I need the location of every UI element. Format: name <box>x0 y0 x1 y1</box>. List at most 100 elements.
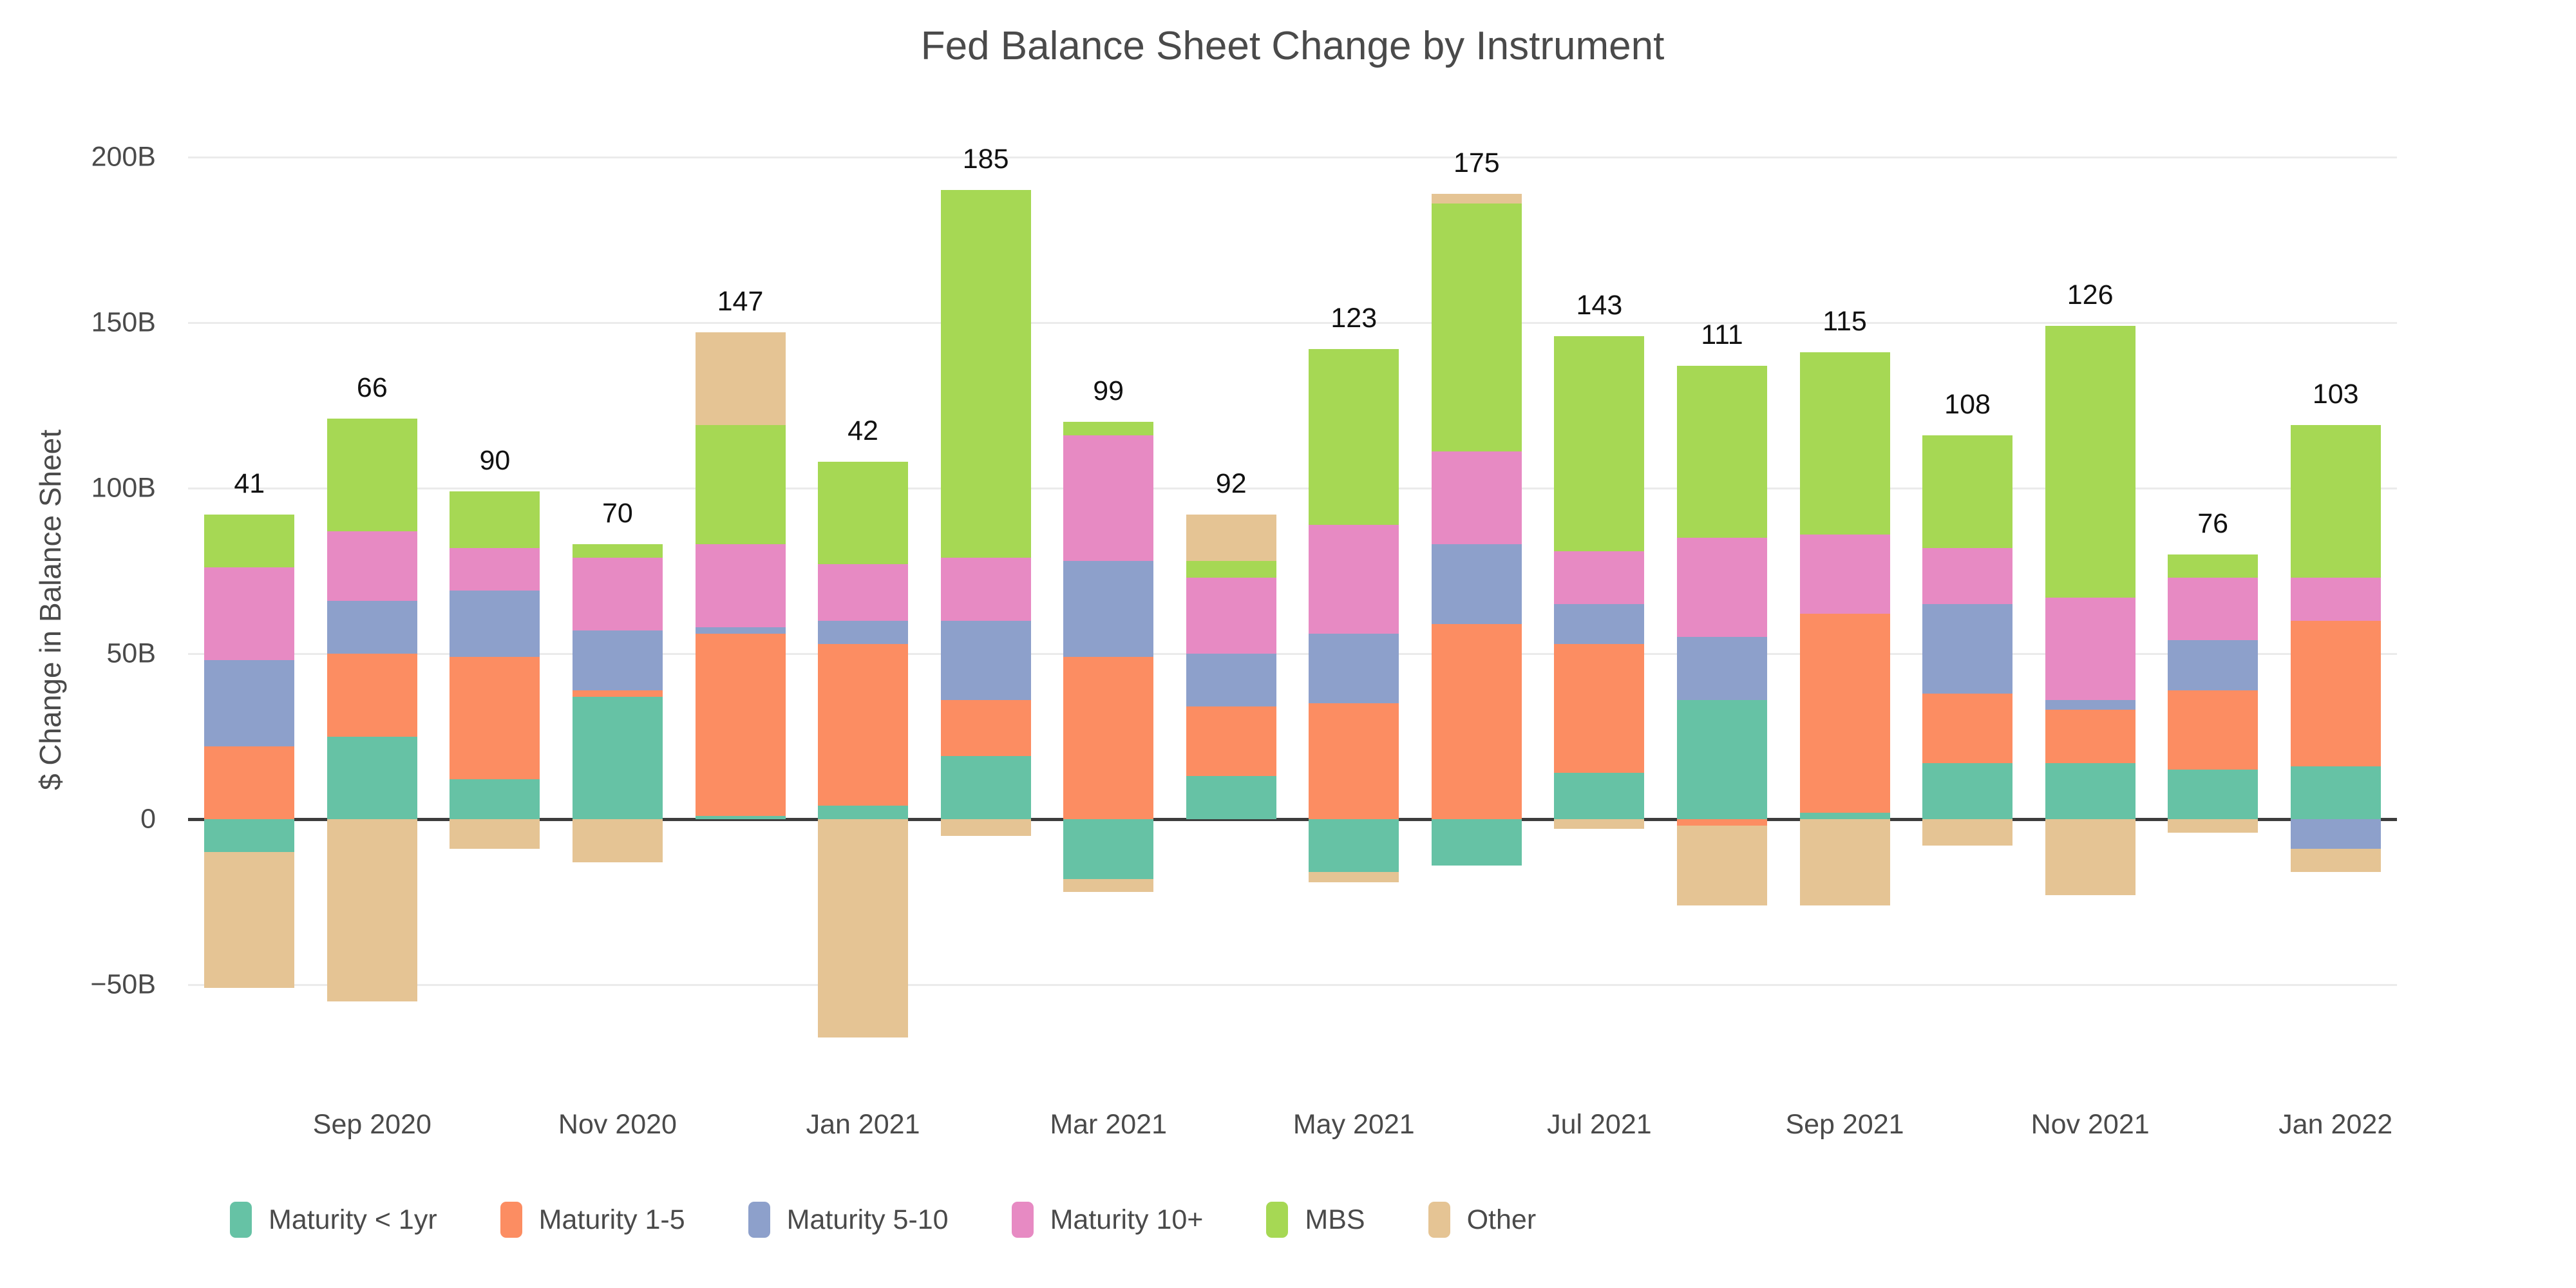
legend-item-mbs[interactable]: MBS <box>1266 1202 1365 1238</box>
bar-segment-dec-2020-maturity-10-[interactable] <box>695 544 786 627</box>
bar-segment-aug-2021-maturity-5-10[interactable] <box>1676 637 1767 700</box>
bar-segment-aug-2021-maturity-1-5[interactable] <box>1676 819 1767 826</box>
bar-segment-oct-2021-maturity-1yr[interactable] <box>1922 762 2013 819</box>
bar-segment-dec-2020-maturity-1yr[interactable] <box>695 815 786 819</box>
bar-segment-jan-2021-maturity-1-5[interactable] <box>818 643 909 806</box>
bar-segment-mar-2021-maturity-1-5[interactable] <box>1063 657 1154 819</box>
bar-segment-dec-2021-maturity-5-10[interactable] <box>2168 640 2259 690</box>
bar-segment-sep-2021-maturity-1yr[interactable] <box>1799 812 1890 819</box>
bar-segment-may-2021-maturity-10-[interactable] <box>1309 524 1399 634</box>
bar-segment-sep-2021-maturity-10-[interactable] <box>1799 534 1890 614</box>
bar-segment-sep-2020-maturity-10-[interactable] <box>327 531 417 601</box>
bar-segment-sep-2020-maturity-1-5[interactable] <box>327 654 417 737</box>
bar-segment-jan-2021-other[interactable] <box>818 819 909 1038</box>
bar-segment-jan-2022-maturity-1-5[interactable] <box>2290 620 2381 766</box>
bar-segment-mar-2021-maturity-5-10[interactable] <box>1063 561 1154 658</box>
bar-segment-dec-2020-other[interactable] <box>695 332 786 426</box>
bar-segment-sep-2020-other[interactable] <box>327 819 417 1001</box>
bar-segment-aug-2021-mbs[interactable] <box>1676 365 1767 538</box>
bar-segment-jan-2022-maturity-1yr[interactable] <box>2290 766 2381 819</box>
bar-segment-jul-2021-other[interactable] <box>1554 819 1645 829</box>
bar-segment-aug-2021-maturity-1yr[interactable] <box>1676 699 1767 819</box>
bar-segment-dec-2020-mbs[interactable] <box>695 425 786 545</box>
bar-segment-may-2021-maturity-1-5[interactable] <box>1309 703 1399 819</box>
bar-segment-apr-2021-maturity-10-[interactable] <box>1186 577 1276 654</box>
bar-segment-nov-2020-maturity-1yr[interactable] <box>572 696 663 819</box>
legend-item-maturity-1yr[interactable]: Maturity < 1yr <box>230 1202 437 1238</box>
bar-segment-nov-2020-maturity-10-[interactable] <box>572 557 663 631</box>
bar-segment-jan-2021-mbs[interactable] <box>818 461 909 565</box>
bar-segment-jan-2021-maturity-5-10[interactable] <box>818 620 909 644</box>
bar-segment-oct-2020-maturity-10-[interactable] <box>450 547 540 591</box>
bar-segment-nov-2021-maturity-5-10[interactable] <box>2045 699 2136 710</box>
bar-segment-sep-2021-other[interactable] <box>1799 819 1890 905</box>
bar-segment-feb-2021-maturity-5-10[interactable] <box>940 620 1031 700</box>
bar-segment-apr-2021-other[interactable] <box>1186 515 1276 562</box>
bar-segment-jun-2021-maturity-1-5[interactable] <box>1431 623 1522 819</box>
bar-segment-mar-2021-other[interactable] <box>1063 878 1154 893</box>
bar-segment-mar-2021-maturity-1yr[interactable] <box>1063 819 1154 879</box>
bar-segment-oct-2021-maturity-1-5[interactable] <box>1922 693 2013 763</box>
legend-item-maturity-1-5[interactable]: Maturity 1-5 <box>500 1202 685 1238</box>
bar-segment-aug-2020-maturity-5-10[interactable] <box>204 660 295 746</box>
bar-segment-jul-2021-maturity-10-[interactable] <box>1554 551 1645 604</box>
bar-segment-feb-2021-mbs[interactable] <box>940 190 1031 558</box>
bar-segment-nov-2021-maturity-1yr[interactable] <box>2045 762 2136 819</box>
bar-segment-nov-2020-maturity-1-5[interactable] <box>572 690 663 697</box>
bar-segment-jan-2022-other[interactable] <box>2290 849 2381 873</box>
bar-segment-jul-2021-maturity-1yr[interactable] <box>1554 773 1645 819</box>
bar-segment-mar-2021-mbs[interactable] <box>1063 422 1154 435</box>
bar-segment-oct-2020-maturity-1yr[interactable] <box>450 779 540 819</box>
bar-segment-aug-2020-maturity-1-5[interactable] <box>204 746 295 819</box>
bar-segment-dec-2020-maturity-5-10[interactable] <box>695 627 786 634</box>
legend-item-maturity-10-[interactable]: Maturity 10+ <box>1011 1202 1203 1238</box>
bar-segment-apr-2021-maturity-5-10[interactable] <box>1186 654 1276 707</box>
bar-segment-may-2021-other[interactable] <box>1309 872 1399 882</box>
bar-segment-oct-2020-other[interactable] <box>450 819 540 849</box>
bar-segment-jun-2021-maturity-1yr[interactable] <box>1431 819 1522 866</box>
bar-segment-dec-2021-maturity-1-5[interactable] <box>2168 690 2259 770</box>
bar-segment-dec-2020-maturity-1-5[interactable] <box>695 634 786 816</box>
bar-segment-nov-2021-maturity-10-[interactable] <box>2045 597 2136 700</box>
bar-segment-aug-2021-maturity-10-[interactable] <box>1676 538 1767 638</box>
bar-segment-sep-2020-mbs[interactable] <box>327 419 417 531</box>
bar-segment-feb-2021-maturity-1-5[interactable] <box>940 699 1031 757</box>
bar-segment-jan-2022-mbs[interactable] <box>2290 425 2381 578</box>
bar-segment-mar-2021-maturity-10-[interactable] <box>1063 435 1154 562</box>
bar-segment-jul-2021-maturity-1-5[interactable] <box>1554 643 1645 773</box>
bar-segment-jan-2022-maturity-5-10[interactable] <box>2290 819 2381 849</box>
bar-segment-aug-2020-maturity-10-[interactable] <box>204 567 295 661</box>
bar-segment-may-2021-mbs[interactable] <box>1309 349 1399 525</box>
bar-segment-sep-2021-maturity-1-5[interactable] <box>1799 614 1890 813</box>
bar-segment-aug-2020-other[interactable] <box>204 852 295 989</box>
bar-segment-jun-2021-maturity-5-10[interactable] <box>1431 544 1522 624</box>
bar-segment-jan-2021-maturity-10-[interactable] <box>818 564 909 621</box>
bar-segment-oct-2020-mbs[interactable] <box>450 491 540 548</box>
bar-segment-oct-2021-mbs[interactable] <box>1922 435 2013 548</box>
bar-segment-may-2021-maturity-1yr[interactable] <box>1309 819 1399 873</box>
bar-segment-nov-2020-maturity-5-10[interactable] <box>572 630 663 690</box>
bar-segment-jun-2021-mbs[interactable] <box>1431 203 1522 452</box>
bar-segment-may-2021-maturity-5-10[interactable] <box>1309 634 1399 704</box>
bar-segment-dec-2021-maturity-1yr[interactable] <box>2168 769 2259 819</box>
legend-item-other[interactable]: Other <box>1428 1202 1536 1238</box>
bar-segment-jul-2021-maturity-5-10[interactable] <box>1554 603 1645 644</box>
bar-segment-sep-2021-mbs[interactable] <box>1799 352 1890 535</box>
bar-segment-dec-2021-maturity-10-[interactable] <box>2168 577 2259 641</box>
bar-segment-nov-2020-other[interactable] <box>572 819 663 862</box>
bar-segment-aug-2020-mbs[interactable] <box>204 515 295 568</box>
bar-segment-feb-2021-maturity-1yr[interactable] <box>940 756 1031 819</box>
bar-segment-jan-2022-maturity-10-[interactable] <box>2290 577 2381 621</box>
bar-segment-jan-2021-maturity-1yr[interactable] <box>818 806 909 819</box>
bar-segment-dec-2021-mbs[interactable] <box>2168 554 2259 578</box>
bar-segment-jul-2021-mbs[interactable] <box>1554 336 1645 551</box>
bar-segment-oct-2021-maturity-10-[interactable] <box>1922 547 2013 604</box>
bar-segment-apr-2021-maturity-1-5[interactable] <box>1186 706 1276 777</box>
bar-segment-nov-2021-mbs[interactable] <box>2045 326 2136 598</box>
bar-segment-oct-2020-maturity-5-10[interactable] <box>450 591 540 658</box>
legend-item-maturity-5-10[interactable]: Maturity 5-10 <box>748 1202 949 1238</box>
bar-segment-apr-2021-maturity-1yr[interactable] <box>1186 776 1276 819</box>
bar-segment-jun-2021-other[interactable] <box>1431 193 1522 204</box>
bar-segment-aug-2021-other[interactable] <box>1676 826 1767 905</box>
bar-segment-jun-2021-maturity-10-[interactable] <box>1431 451 1522 545</box>
